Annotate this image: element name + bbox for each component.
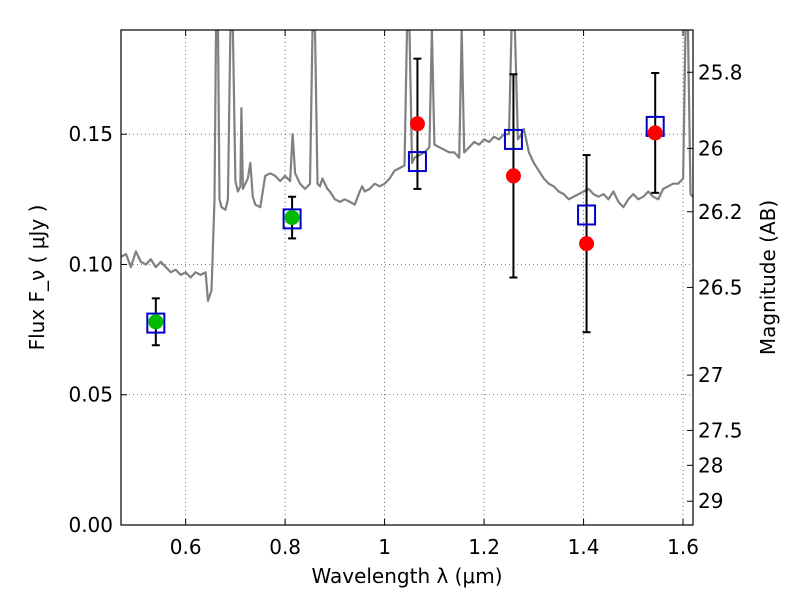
observed-flux-point (505, 168, 521, 184)
model-flux-box (146, 312, 166, 334)
y-tick-label: 0.00 (68, 513, 113, 537)
observed-flux-point (284, 210, 300, 226)
x-tick-label: 1.4 (568, 535, 600, 559)
x-tick-label: 0.8 (269, 535, 301, 559)
right-tick-label: 29 (698, 489, 723, 513)
right-tick-label: 27.5 (698, 418, 743, 442)
axis-ticks: 0.6 0.8 1 1.2 1.4 1.6 0.00 0.05 0.10 0.15 25.8 26 26… (68, 30, 743, 559)
model-flux-box (282, 208, 302, 230)
model-flux-box (407, 151, 427, 173)
model-flux-box (577, 204, 597, 226)
x-tick-label: 1 (378, 535, 391, 559)
x-tick-label: 1.2 (468, 535, 500, 559)
x-tick-label: 1.6 (667, 535, 699, 559)
right-tick-label: 27 (698, 363, 723, 387)
right-tick-label: 28 (698, 453, 723, 477)
y-tick-label: 0.05 (68, 383, 113, 407)
y-tick-label: 0.15 (68, 122, 113, 146)
marker-layer (146, 115, 665, 334)
right-tick-label: 26.2 (698, 200, 743, 224)
observed-flux-point (647, 125, 663, 141)
plot-frame (120, 29, 694, 526)
x-tick-label: 0.6 (170, 535, 202, 559)
observed-flux-point (409, 116, 425, 132)
x-axis-title: Wavelength λ (μm) (311, 564, 502, 588)
sed-line (121, 30, 693, 302)
observed-flux-point (148, 314, 164, 330)
model-flux-box (503, 128, 523, 150)
right-tick-label: 25.8 (698, 60, 743, 84)
observed-flux-point (579, 236, 595, 252)
sed-line-layer (121, 30, 693, 302)
y-axis-title: Flux F_ν ( μJy ) (25, 205, 49, 351)
right-tick-label: 26.5 (698, 275, 743, 299)
right-axis-title: Magnitude (AB) (756, 200, 780, 355)
y-tick-label: 0.10 (68, 252, 113, 276)
right-tick-label: 26 (698, 136, 723, 160)
